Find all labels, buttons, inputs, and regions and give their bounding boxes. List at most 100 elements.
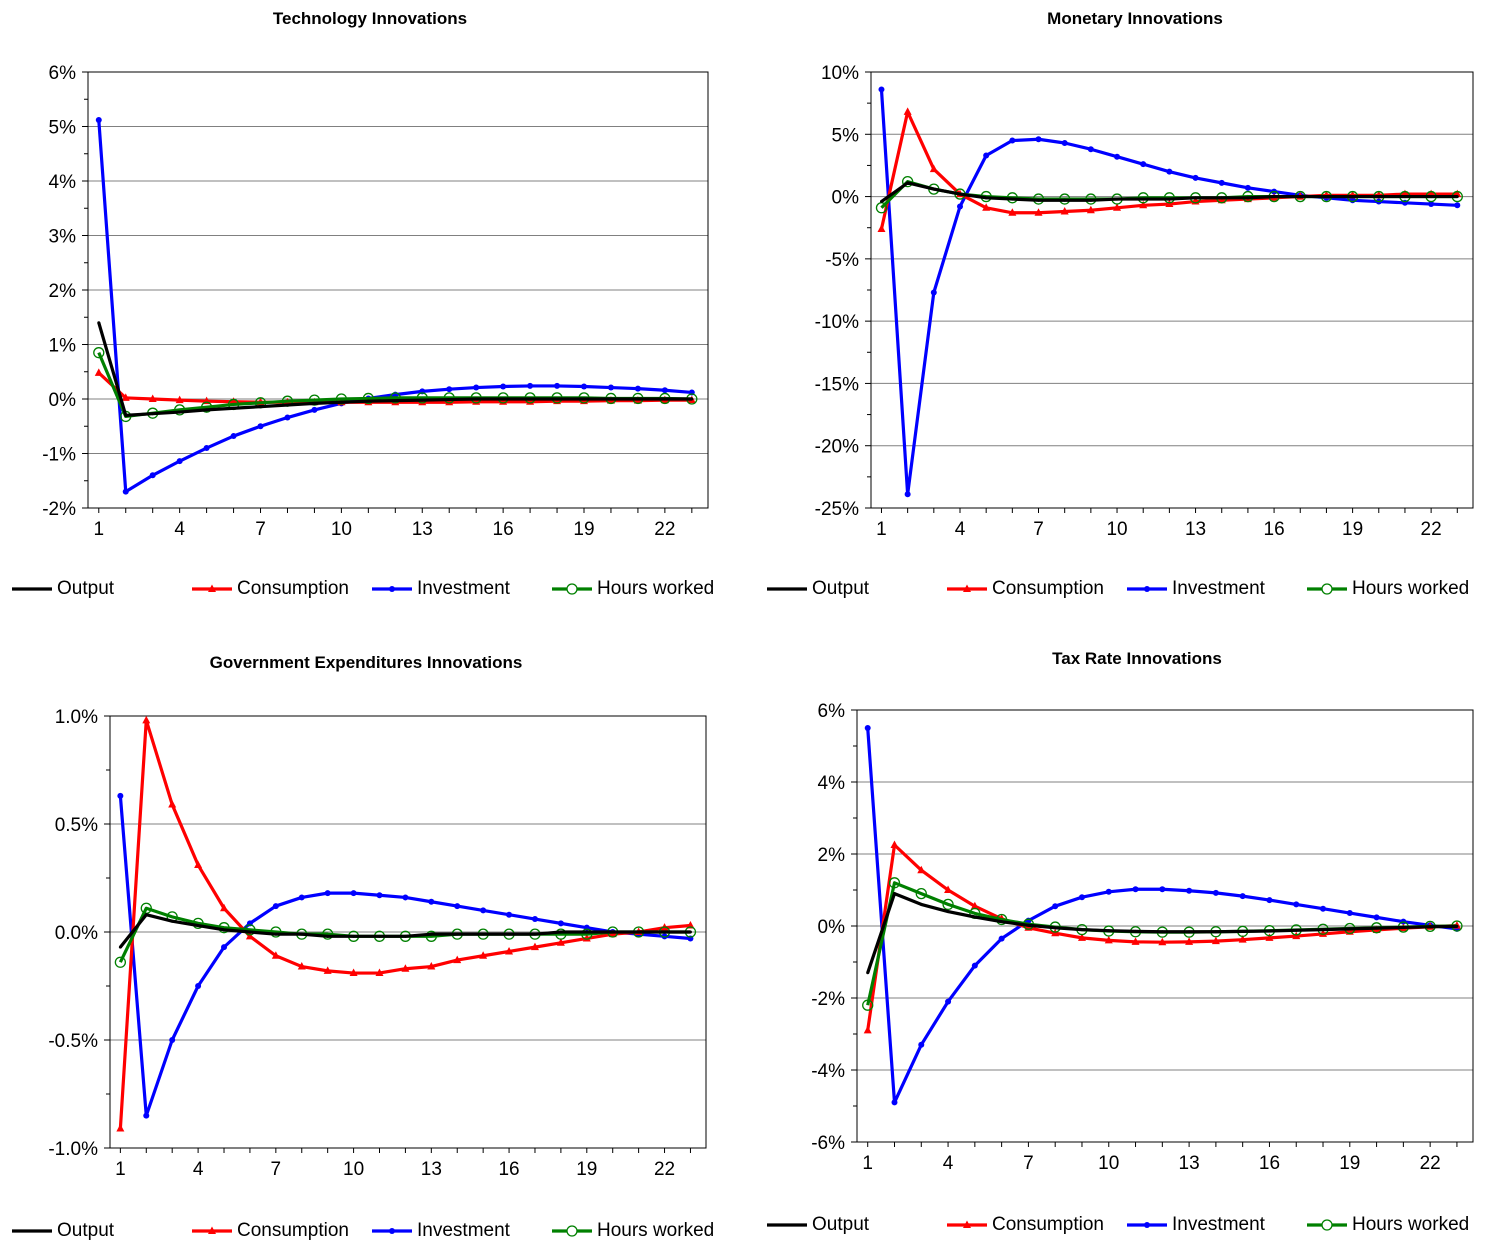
data-point	[114, 956, 127, 968]
data-point	[1008, 208, 1017, 216]
data-point	[1139, 200, 1148, 209]
data-point	[339, 400, 343, 404]
x-tick-label: 1	[862, 1153, 873, 1174]
data-point	[366, 399, 370, 403]
x-tick-label: 7	[271, 1159, 282, 1180]
data-point	[1035, 136, 1042, 143]
data-point	[144, 913, 148, 917]
chart-title: Tax Rate Innovations	[1052, 649, 1222, 668]
data-point	[230, 433, 237, 440]
data-point	[1140, 161, 1147, 168]
data-point	[984, 196, 988, 200]
legend-item-output: Output	[767, 1214, 869, 1236]
data-point	[1132, 886, 1139, 893]
data-point	[1009, 137, 1016, 144]
legend-item-hours-worked: Hours worked	[1307, 578, 1469, 600]
data-point	[904, 491, 911, 498]
data-point	[1192, 174, 1199, 181]
data-point	[1429, 195, 1433, 199]
data-point	[142, 715, 151, 724]
legend-item-consumption: Consumption	[192, 578, 349, 600]
y-tick-label: 0%	[818, 917, 846, 938]
data-point	[1239, 893, 1246, 900]
data-point	[864, 725, 871, 731]
legend-swatch	[947, 584, 987, 592]
data-point	[1141, 197, 1145, 201]
data-point	[170, 919, 174, 923]
y-tick-label: 5%	[49, 118, 77, 139]
legend-label: Investment	[1172, 1214, 1265, 1235]
data-point	[326, 934, 330, 938]
data-point	[1061, 140, 1068, 147]
series-output	[879, 181, 1459, 204]
data-point	[178, 410, 182, 414]
x-tick-label: 7	[1033, 519, 1044, 540]
data-point	[661, 387, 668, 394]
series-line-investment	[866, 727, 1458, 1104]
chart-title: Monetary Innovations	[1047, 9, 1223, 28]
data-point	[556, 938, 565, 946]
y-tick-label: -25%	[815, 499, 859, 520]
x-tick-label: 22	[1421, 519, 1442, 540]
data-point	[888, 877, 901, 889]
chart-legend: Output Consumption Investment Hours worked	[0, 578, 750, 602]
data-point	[1272, 195, 1276, 199]
data-point	[1186, 887, 1193, 894]
y-tick-label: -5%	[825, 250, 859, 271]
data-point	[425, 930, 437, 942]
legend-item-hours-worked: Hours worked	[552, 1220, 714, 1242]
data-point	[474, 397, 478, 401]
legend-item-output: Output	[12, 1220, 114, 1242]
x-tick-label: 7	[255, 519, 266, 540]
legend-item-investment: Investment	[1127, 578, 1265, 600]
data-point	[555, 397, 559, 401]
legend-swatch	[767, 587, 807, 591]
x-tick-label: 1	[93, 519, 104, 540]
data-point	[1212, 889, 1219, 896]
data-point	[607, 384, 614, 391]
data-point	[445, 397, 454, 406]
data-point	[121, 393, 130, 401]
y-tick-label: -15%	[815, 374, 859, 395]
legend-label: Hours worked	[597, 578, 715, 599]
y-tick-label: 0%	[49, 390, 77, 411]
data-point	[480, 907, 487, 914]
chart-svg: Technology Innovations -2% -1% 0% 1% 2% 3% 4% 5%…	[42, 9, 709, 540]
data-point	[1187, 930, 1191, 934]
data-point	[117, 792, 124, 799]
data-point	[149, 472, 156, 479]
data-point	[362, 392, 374, 405]
chart-panel-monetary: Monetary Innovations -25% -20% -15% -10% -5% 0…	[755, 0, 1505, 620]
data-point	[946, 910, 950, 914]
y-tick-label: 0%	[832, 188, 860, 209]
legend-item-hours-worked: Hours worked	[1307, 1214, 1469, 1236]
legend-swatch	[947, 1220, 987, 1228]
x-tick-label: 16	[498, 1159, 519, 1180]
data-point	[1294, 928, 1298, 932]
data-point	[906, 181, 910, 185]
x-tick-label: 16	[1264, 519, 1285, 540]
chart-svg: Tax Rate Innovations -6% -4% -2% 0% 2% 4% 6% 1 4 7…	[811, 649, 1474, 1174]
data-point	[970, 901, 979, 910]
data-point	[428, 898, 435, 905]
series-line-hours-worked	[97, 352, 692, 419]
data-point	[1346, 910, 1353, 917]
data-point	[506, 911, 513, 918]
y-tick-label: 1%	[49, 336, 77, 357]
data-point	[1244, 184, 1251, 191]
data-point	[259, 405, 263, 409]
data-point	[446, 386, 453, 393]
legend-item-output: Output	[767, 578, 869, 600]
legend-item-output: Output	[12, 578, 114, 600]
data-point	[94, 368, 103, 376]
data-point	[1377, 195, 1381, 199]
data-point	[1267, 929, 1271, 933]
data-point	[205, 408, 209, 412]
legend-item-investment: Investment	[372, 1220, 510, 1242]
data-point	[352, 934, 356, 938]
legend-label: Consumption	[237, 578, 349, 599]
x-tick-label: 4	[174, 519, 185, 540]
data-point	[196, 924, 200, 928]
data-point	[350, 890, 357, 897]
data-point	[1078, 894, 1085, 901]
